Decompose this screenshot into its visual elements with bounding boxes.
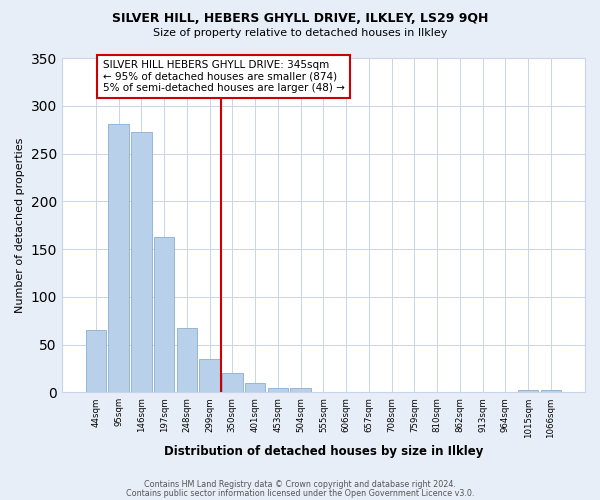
Bar: [222, 373, 242, 392]
Bar: [541, 390, 561, 392]
Text: Size of property relative to detached houses in Ilkley: Size of property relative to detached ho…: [153, 28, 447, 38]
Text: Contains HM Land Registry data © Crown copyright and database right 2024.: Contains HM Land Registry data © Crown c…: [144, 480, 456, 489]
Y-axis label: Number of detached properties: Number of detached properties: [15, 138, 25, 313]
Bar: [199, 359, 220, 392]
Text: SILVER HILL, HEBERS GHYLL DRIVE, ILKLEY, LS29 9QH: SILVER HILL, HEBERS GHYLL DRIVE, ILKLEY,…: [112, 12, 488, 26]
Bar: [290, 388, 311, 392]
Bar: [109, 124, 129, 392]
Bar: [268, 388, 288, 392]
Text: SILVER HILL HEBERS GHYLL DRIVE: 345sqm
← 95% of detached houses are smaller (874: SILVER HILL HEBERS GHYLL DRIVE: 345sqm ←…: [103, 60, 344, 93]
Bar: [518, 390, 538, 392]
Bar: [131, 132, 152, 392]
Bar: [245, 383, 265, 392]
Bar: [86, 330, 106, 392]
X-axis label: Distribution of detached houses by size in Ilkley: Distribution of detached houses by size …: [164, 444, 483, 458]
Bar: [154, 236, 175, 392]
Bar: [176, 328, 197, 392]
Text: Contains public sector information licensed under the Open Government Licence v3: Contains public sector information licen…: [126, 488, 474, 498]
